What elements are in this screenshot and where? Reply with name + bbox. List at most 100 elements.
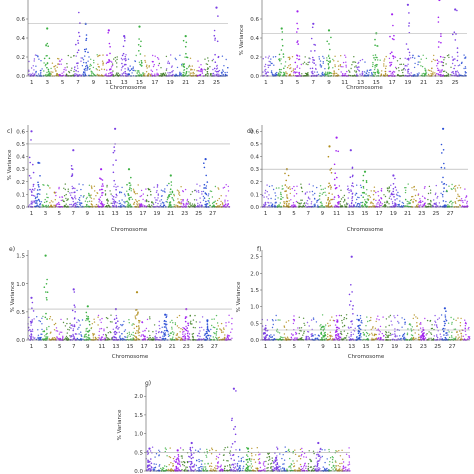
snp-point xyxy=(64,337,67,339)
x-tick-label: 15 xyxy=(126,211,133,217)
snp-point xyxy=(134,317,137,319)
snp-point xyxy=(213,318,215,320)
snp-point xyxy=(214,200,216,202)
peak-point xyxy=(85,34,88,36)
peak-point xyxy=(30,333,33,336)
snp-point xyxy=(152,54,154,57)
snp-point xyxy=(132,66,134,68)
peak-point xyxy=(101,194,103,197)
snp-point xyxy=(289,67,291,70)
snp-point xyxy=(132,334,134,336)
snp-point xyxy=(291,338,293,340)
snp-point xyxy=(43,201,46,204)
snp-point xyxy=(268,202,270,204)
snp-point xyxy=(40,60,42,62)
snp-point xyxy=(455,190,457,192)
snp-point xyxy=(338,68,340,71)
snp-point xyxy=(268,194,270,196)
snp-point xyxy=(38,193,40,195)
x-tick-label: 19 xyxy=(167,80,174,86)
snp-point xyxy=(155,201,157,204)
peak-point xyxy=(351,196,354,198)
peak-point xyxy=(298,58,300,61)
snp-point xyxy=(437,330,439,332)
snp-point xyxy=(386,74,388,76)
snp-point xyxy=(151,204,153,206)
snp-point xyxy=(372,74,374,76)
snp-point xyxy=(407,183,409,185)
snp-point xyxy=(96,69,99,71)
peak-point xyxy=(112,171,115,174)
snp-point xyxy=(337,203,339,205)
snp-point xyxy=(149,318,151,320)
snp-point xyxy=(351,323,353,325)
snp-point xyxy=(158,324,160,327)
peak-point xyxy=(440,61,443,63)
snp-point xyxy=(101,68,103,70)
snp-point xyxy=(432,58,435,61)
peak-point xyxy=(203,183,206,186)
snp-point xyxy=(191,191,194,193)
peak-point xyxy=(204,187,206,189)
snp-point xyxy=(348,69,350,72)
x-tick-label: 13 xyxy=(121,80,128,86)
snp-point xyxy=(264,192,266,194)
snp-point xyxy=(92,335,95,337)
snp-point xyxy=(90,70,92,72)
snp-point xyxy=(161,331,163,333)
snp-point xyxy=(91,73,93,75)
x-tick-label: 1 xyxy=(264,80,268,86)
snp-point xyxy=(309,198,311,200)
snp-point xyxy=(298,73,301,76)
snp-point xyxy=(430,332,432,334)
snp-point xyxy=(424,186,426,188)
snp-point xyxy=(139,205,141,207)
snp-point xyxy=(214,326,216,329)
snp-point xyxy=(41,323,43,325)
snp-point xyxy=(375,199,377,202)
snp-point xyxy=(366,316,368,318)
snp-point xyxy=(307,330,309,333)
snp-point xyxy=(194,314,196,317)
snp-point xyxy=(77,201,79,203)
snp-point xyxy=(168,74,170,76)
snp-point xyxy=(401,69,403,71)
x-axis-title: Chromosome xyxy=(111,227,148,233)
panel-e: 0.00.51.01.51 3 5 7 9 11 13 15 17 19 21 23 25 27Chrom… xyxy=(9,246,233,360)
snp-point xyxy=(198,332,200,335)
snp-point xyxy=(388,203,390,205)
snp-point xyxy=(227,334,230,337)
snp-point xyxy=(279,336,282,338)
snp-point xyxy=(359,203,361,205)
snp-point xyxy=(199,335,201,338)
snp-point xyxy=(423,204,425,206)
snp-point xyxy=(32,185,34,187)
snp-point xyxy=(115,186,117,188)
snp-point xyxy=(166,323,168,326)
snp-point xyxy=(175,58,177,61)
snp-point xyxy=(120,57,123,60)
snp-point xyxy=(304,56,306,58)
snp-point xyxy=(342,73,344,75)
snp-point xyxy=(383,65,385,67)
x-tick-label: 1 xyxy=(30,211,34,217)
snp-point xyxy=(172,336,174,338)
snp-point xyxy=(32,200,34,202)
snp-point xyxy=(456,187,459,189)
snp-point xyxy=(114,183,117,185)
peak-point xyxy=(85,37,88,40)
peak-point xyxy=(216,40,219,43)
snp-point xyxy=(138,328,140,331)
snp-point xyxy=(163,73,165,76)
snp-point xyxy=(59,338,61,340)
snp-point xyxy=(77,70,79,73)
x-tick-label: 7 xyxy=(76,80,80,86)
snp-point xyxy=(110,60,112,62)
snp-point xyxy=(202,195,205,198)
snp-point xyxy=(184,333,186,335)
snp-point xyxy=(312,317,315,319)
peak-point xyxy=(115,317,118,320)
snp-point xyxy=(289,57,291,60)
snp-point xyxy=(172,198,174,200)
peak-point xyxy=(456,9,458,12)
